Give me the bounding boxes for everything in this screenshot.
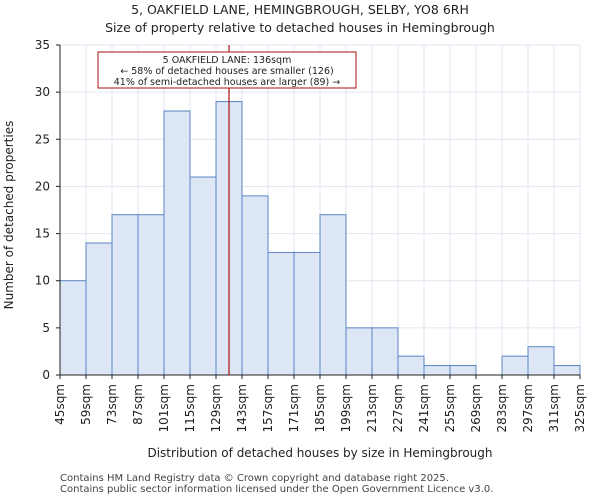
x-tick-label: 59sqm <box>79 384 93 425</box>
footer-copyright: Contains HM Land Registry data © Crown c… <box>60 473 449 484</box>
histogram-bar <box>293 251 321 376</box>
histogram-bar <box>553 365 581 376</box>
x-tick-label: 73sqm <box>105 384 119 425</box>
x-tick-label: 241sqm <box>417 384 431 432</box>
histogram-bar <box>501 355 529 376</box>
annotation-box <box>97 51 357 89</box>
property-marker: 5 OAKFIELD LANE: 136sqm← 58% of detached… <box>97 45 357 375</box>
y-tick-label: 15 <box>35 227 50 241</box>
y-tick-label: 35 <box>35 38 50 52</box>
x-tick-label: 129sqm <box>209 384 223 432</box>
histogram-bar <box>241 195 269 376</box>
x-tick-label: 115sqm <box>183 384 197 432</box>
y-tick-label: 30 <box>35 85 50 99</box>
histogram-bar <box>423 365 451 376</box>
histogram-bar <box>371 327 399 376</box>
histogram-bar <box>345 327 373 376</box>
x-tick-label: 171sqm <box>287 384 301 432</box>
x-tick-label: 297sqm <box>521 384 535 432</box>
histogram-bar <box>449 365 477 376</box>
histogram-bar <box>163 110 191 376</box>
histogram-bar <box>85 242 113 376</box>
x-tick-label: 269sqm <box>469 384 483 432</box>
histogram-bar <box>319 214 347 376</box>
histogram-bar <box>59 280 87 376</box>
x-tick-label: 87sqm <box>131 384 145 425</box>
x-tick-label: 199sqm <box>339 384 353 432</box>
histogram-bar <box>111 214 139 376</box>
x-tick-label: 157sqm <box>261 384 275 432</box>
y-tick-label: 0 <box>42 368 50 382</box>
y-tick-label: 20 <box>35 179 50 193</box>
annotation-smaller: ← 58% of detached houses are smaller (12… <box>120 66 333 77</box>
annotation-title: 5 OAKFIELD LANE: 136sqm <box>163 55 292 66</box>
histogram-bar <box>397 355 425 376</box>
y-axis-label: Number of detached properties <box>2 121 16 310</box>
x-tick-label: 101sqm <box>157 384 171 432</box>
x-tick-label: 227sqm <box>391 384 405 432</box>
axes: 0 5 10 15 20 25 30 35 45sqm 59sqm 73sqm 87sqm 101sqm… <box>35 38 587 432</box>
gridlines <box>59 44 581 376</box>
x-tick-label: 325sqm <box>573 384 587 432</box>
x-tick-label: 143sqm <box>235 384 249 432</box>
chart-title: 5, OAKFIELD LANE, HEMINGBROUGH, SELBY, Y… <box>131 2 469 17</box>
x-tick-label: 45sqm <box>53 384 67 425</box>
histogram-bar <box>189 176 217 376</box>
x-tick-label: 311sqm <box>547 384 561 432</box>
y-tick-label: 10 <box>35 274 50 288</box>
histogram-bar <box>527 346 555 376</box>
x-tick-label: 283sqm <box>495 384 509 432</box>
x-tick-label: 213sqm <box>365 384 379 432</box>
histogram-bar <box>137 214 165 376</box>
annotation-larger: 41% of semi-detached houses are larger (… <box>114 77 341 88</box>
x-axis-label: Distribution of detached houses by size … <box>147 446 492 460</box>
x-tick-label: 185sqm <box>313 384 327 432</box>
y-tick-label: 5 <box>42 321 50 335</box>
footer-licence: Contains public sector information licen… <box>60 484 494 495</box>
y-tick-label: 25 <box>35 132 50 146</box>
histogram-bar <box>267 251 295 376</box>
chart-subtitle: Size of property relative to detached ho… <box>105 20 495 35</box>
x-tick-label: 255sqm <box>443 384 457 432</box>
